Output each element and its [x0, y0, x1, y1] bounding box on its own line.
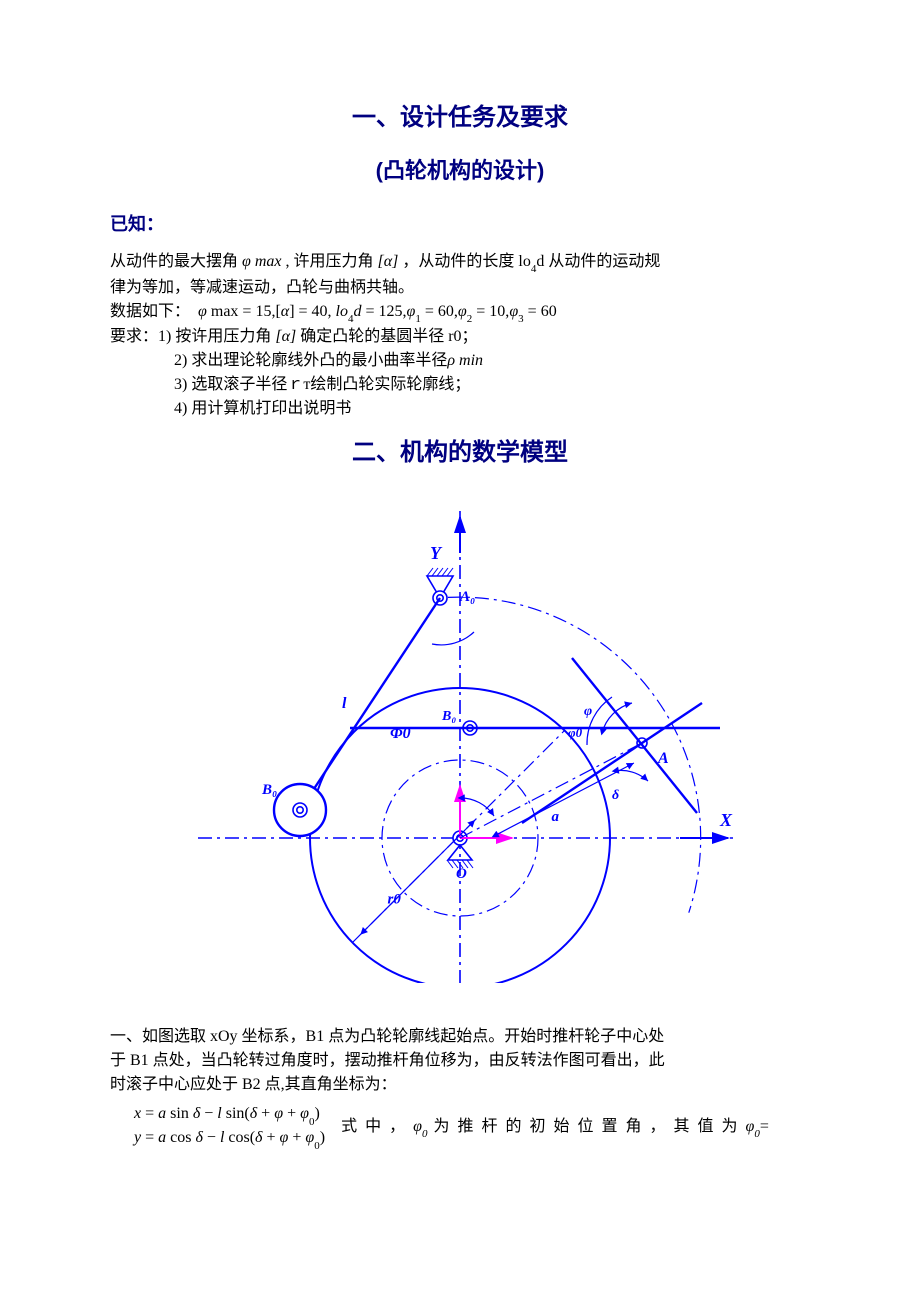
text: 式 中 ，	[341, 1118, 413, 1135]
equation-block: x = a sin δ − l sin(δ + φ + φ0) y = a co…	[134, 1103, 810, 1151]
page-subtitle-1: (凸轮机构的设计)	[110, 154, 810, 187]
model-para-1c: 时滚子中心应处于 B2 点,其直角坐标为：	[110, 1073, 810, 1097]
text: 1) 按许用压力角	[158, 328, 275, 345]
equation-column: x = a sin δ − l sin(δ + φ + φ0) y = a co…	[134, 1103, 325, 1151]
symbol-phi0: φ0	[745, 1118, 759, 1135]
symbol-alpha: [α]	[378, 253, 399, 270]
symbol-rhomin: ρ min	[447, 352, 483, 369]
svg-text:Φ0: Φ0	[390, 725, 411, 742]
text: 数据如下：	[110, 303, 190, 320]
text: 要求：	[110, 328, 158, 345]
subscript: 4	[531, 263, 537, 275]
svg-text:A₀: A₀	[459, 589, 475, 605]
text: , 许用压力角	[286, 253, 374, 270]
svg-text:r0: r0	[388, 892, 402, 908]
req-line-2: 2) 求出理论轮廓线外凸的最小曲率半径ρ min	[110, 349, 810, 373]
page-title-1: 一、设计任务及要求	[110, 100, 810, 136]
text: d 从动件的运动规	[536, 253, 660, 270]
known-line-3: 数据如下： φ max = 15,[α] = 40, lo4d = 125,φ1…	[110, 300, 810, 326]
svg-text:φ: φ	[584, 704, 592, 719]
text: 确定凸轮的基圆半径 r0；	[296, 328, 477, 345]
text: =	[760, 1118, 771, 1135]
known-line-1: 从动件的最大摆角 φ max , 许用压力角 [α] ，从动件的长度 lo4d …	[110, 250, 810, 276]
equation-desc: 式 中 ， φ0 为 推 杆 的 初 始 位 置 角 ， 其 值 为 φ0=	[341, 1115, 810, 1141]
svg-text:B₀: B₀	[441, 709, 456, 724]
svg-text:B₀: B₀	[261, 782, 277, 798]
text: 为 推 杆 的 初 始 位 置 角 ， 其 值 为	[427, 1118, 745, 1135]
data-formula: φ max = 15,[α] = 40, lo4d = 125,φ1 = 60,…	[198, 303, 557, 320]
text: 从动件的最大摆角	[110, 253, 238, 270]
equation-y: y = a cos δ − l cos(δ + φ + φ0)	[134, 1127, 325, 1151]
req-line-3: 3) 选取滚子半径ｒт绘制凸轮实际轮廓线；	[110, 373, 810, 397]
text: 2) 求出理论轮廓线外凸的最小曲率半径	[174, 352, 447, 369]
equation-x: x = a sin δ − l sin(δ + φ + φ0)	[134, 1103, 325, 1127]
text: ，从动件的长度 lo	[402, 253, 530, 270]
svg-text:O: O	[456, 866, 467, 882]
svg-text:l: l	[342, 695, 347, 712]
page-title-2: 二、机构的数学模型	[110, 435, 810, 471]
svg-text:X: X	[719, 810, 733, 830]
svg-text:δ: δ	[612, 788, 619, 803]
svg-text:φ0: φ0	[568, 725, 583, 740]
model-para-1a: 一、如图选取 xOy 坐标系，B1 点为凸轮轮廓线起始点。开始时推杆轮子中心处	[110, 1025, 810, 1049]
symbol-phimax: φ max	[242, 253, 282, 270]
symbol-alpha: [α]	[275, 328, 296, 345]
svg-text:Y: Y	[430, 543, 443, 563]
req-line-1: 要求：1) 按许用压力角 [α] 确定凸轮的基圆半径 r0；	[110, 325, 810, 349]
cam-diagram: YXOA₀B₀lB₀Aaφφ0δΦ0r0	[110, 493, 810, 991]
known-label: 已知：	[110, 211, 810, 238]
req-line-4: 4) 用计算机打印出说明书	[110, 397, 810, 421]
model-para-1b: 于 B1 点处，当凸轮转过角度时，摆动推杆角位移为，由反转法作图可看出，此	[110, 1049, 810, 1073]
symbol-phi0: φ0	[413, 1118, 427, 1135]
known-line-2: 律为等加，等减速运动，凸轮与曲柄共轴。	[110, 276, 810, 300]
svg-text:a: a	[551, 809, 559, 825]
cam-diagram-svg: YXOA₀B₀lB₀Aaφφ0δΦ0r0	[180, 493, 740, 983]
